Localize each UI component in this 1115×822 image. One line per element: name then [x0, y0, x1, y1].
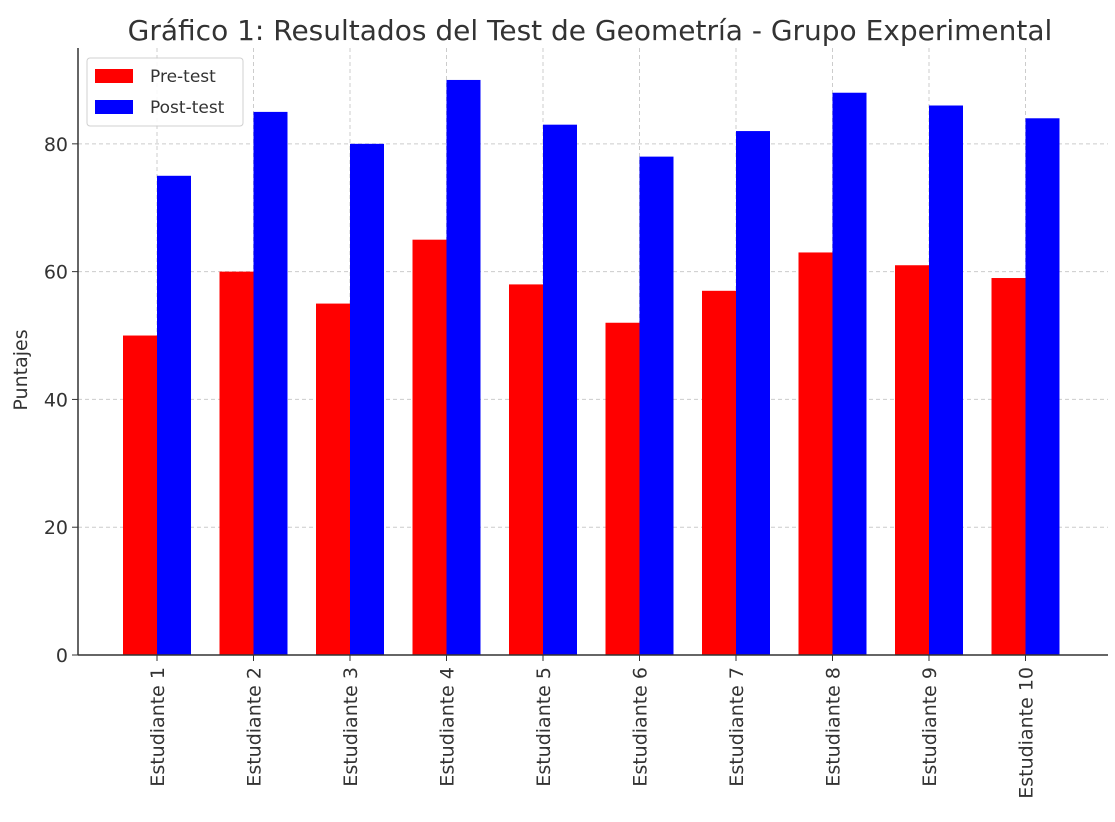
bar: [929, 105, 963, 656]
legend-label: Pre-test: [150, 67, 216, 87]
y-axis-label: Puntajes: [10, 329, 32, 410]
legend-label: Post-test: [150, 98, 225, 118]
bar: [219, 271, 254, 655]
bar: [446, 79, 481, 655]
bar: [316, 303, 350, 655]
y-tick-label: 0: [56, 645, 68, 667]
bar: [798, 252, 833, 655]
legend-swatch: [95, 100, 133, 114]
bar: [350, 143, 384, 655]
bar: [123, 335, 157, 655]
x-tick-label: Estudiante 6: [630, 667, 652, 787]
bar: [1025, 118, 1060, 656]
bar: [412, 239, 447, 655]
bar: [991, 278, 1026, 655]
y-tick-label: 20: [44, 517, 68, 539]
bar: [895, 265, 929, 655]
bar: [253, 111, 288, 656]
bar: [509, 284, 543, 655]
bar: [832, 92, 867, 655]
legend: Pre-test Post-test: [86, 57, 244, 127]
x-tick-label: Estudiante 10: [1016, 667, 1038, 799]
x-tick-label: Estudiante 2: [244, 667, 266, 787]
bar: [605, 322, 640, 655]
y-tick-label: 80: [44, 134, 68, 156]
bar: [639, 156, 674, 656]
y-tick-label: 40: [44, 389, 68, 411]
bar: [543, 124, 577, 655]
x-tick-label: Estudiante 8: [823, 667, 845, 787]
x-tick-label: Estudiante 9: [919, 667, 941, 787]
bar: [702, 290, 736, 655]
x-tick-label: Estudiante 7: [726, 667, 748, 787]
x-tick-label: Estudiante 4: [437, 667, 459, 787]
x-tick-label: Estudiante 5: [533, 667, 555, 787]
y-tick-label: 60: [44, 262, 68, 284]
x-tick-label: Estudiante 3: [340, 667, 362, 787]
x-tick-label: Estudiante 1: [147, 667, 169, 787]
bar: [157, 175, 191, 655]
bar: [736, 131, 770, 655]
chart-title: Gráfico 1: Resultados del Test de Geomet…: [128, 14, 1053, 47]
legend-swatch: [95, 69, 133, 83]
